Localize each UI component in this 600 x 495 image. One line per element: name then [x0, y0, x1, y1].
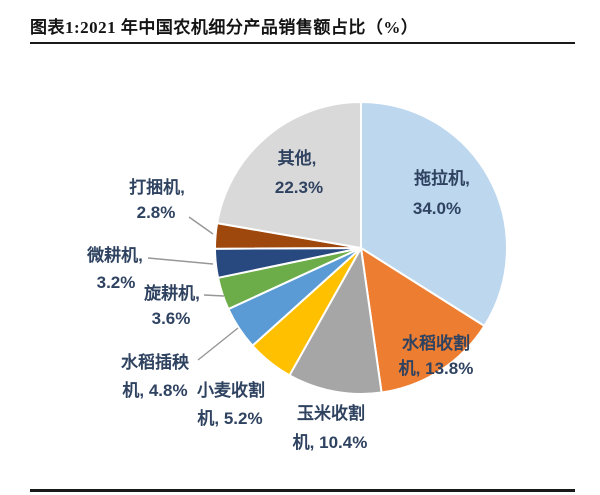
pie-slice-other: [216, 101, 362, 249]
pie-label-rotary-tiller-line1: 旋耕机,: [143, 283, 200, 303]
bottom-divider-line: [30, 489, 575, 492]
title-divider-line: [30, 42, 575, 44]
pie-slice-rice-harvester: [360, 247, 486, 394]
leader-line-baler: [188, 216, 214, 235]
pie-slice-corn-harvester: [288, 247, 383, 395]
pie-label-baler-line1: 打捆机,: [129, 177, 185, 197]
pie-label-tractor-line2: 34.0%: [413, 199, 461, 218]
pie-label-corn-harvester-line1: 玉米收割: [297, 403, 365, 423]
pie-label-other-line1: 其他,: [278, 148, 317, 168]
figure-title: 图表1:2021 年中国农机细分产品销售额占比（%）: [30, 18, 419, 37]
leader-line-rice-transplanter: [197, 327, 239, 361]
pie-label-baler-line2: 2.8%: [137, 203, 176, 222]
leader-line-rotary-tiller: [203, 294, 225, 297]
pie-label-micro-tiller-line1: 微耕机,: [86, 245, 143, 265]
pie-label-rice-transplanter-line1: 水稻插秧: [121, 352, 190, 372]
pie-label-rotary-tiller-line2: 3.6%: [152, 309, 191, 328]
leader-line-micro-tiller: [147, 257, 214, 265]
pie-label-rice-harvester-line2: 机, 13.8%: [399, 358, 474, 378]
pie-label-other-line2: 22.3%: [275, 178, 323, 197]
pie-label-corn-harvester-line2: 机, 10.4%: [293, 432, 368, 452]
pie-label-tractor-line1: 拖拉机,: [414, 168, 470, 188]
pie-label-wheat-harvester-line2: 机, 5.2%: [197, 408, 262, 428]
pie-label-wheat-harvester-line1: 小麦收割: [197, 380, 265, 400]
pie-label-rice-transplanter-line2: 机, 4.8%: [122, 380, 187, 400]
pie-label-micro-tiller-line2: 3.2%: [97, 273, 136, 292]
pie-label-rice-harvester-line1: 水稻收割: [402, 333, 470, 353]
